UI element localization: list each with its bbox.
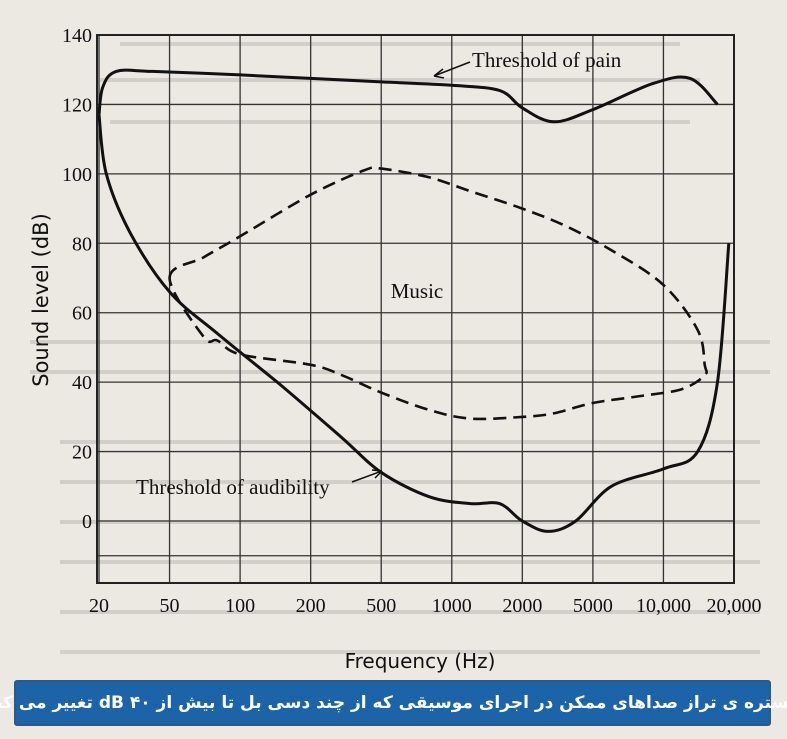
x-tick-label: 200 [296,595,326,617]
grid-lines [97,34,735,583]
scan-background [30,42,770,654]
y-tick-label: 100 [62,164,92,186]
x-tick-label: 20,000 [707,595,762,617]
pain-annotation-arrow [433,61,471,79]
x-axis-label: Frequency (Hz) [345,649,496,673]
annotation-music: Music [391,279,444,303]
x-tick-label: 10,000 [636,595,691,617]
x-tick-label: 1000 [432,595,472,617]
y-tick-label: 80 [72,233,92,255]
y-tick-label: 140 [62,25,92,47]
y-tick-label: 0 [82,511,92,533]
threshold-of-pain-curve [97,68,719,124]
curves [97,68,731,533]
x-tick-label: 2000 [502,595,542,617]
sound-level-chart: 0 20 40 60 80 100 120 140 20 50 100 200 500 1000 2000… [29,25,762,673]
music-curve [168,166,708,421]
y-tick-labels: 0 20 40 60 80 100 120 140 [62,25,92,533]
audibility-annotation-arrow [351,469,383,483]
y-tick-label: 60 [72,303,92,325]
faint-background-text [30,42,770,654]
y-axis-label: Sound level (dB) [29,213,53,387]
y-tick-label: 120 [62,94,92,116]
y-tick-label: 40 [72,372,92,394]
annotation-threshold-of-audibility: Threshold of audibility [136,475,330,499]
plot-frame [96,34,735,584]
caption-text: گستره ی تراز صداهای ممکن در اجرای موسیقی… [0,693,787,713]
y-tick-label: 20 [72,442,92,464]
x-tick-label: 500 [366,595,396,617]
caption-banner: گستره ی تراز صداهای ممکن در اجرای موسیقی… [0,680,787,726]
x-tick-label: 5000 [573,595,613,617]
threshold-of-audibility-curve [97,114,731,533]
x-tick-label: 20 [89,595,109,617]
x-tick-label: 50 [160,595,180,617]
annotation-threshold-of-pain: Threshold of pain [472,48,622,72]
x-tick-label: 100 [225,595,255,617]
x-tick-labels: 20 50 100 200 500 1000 2000 5000 10,000 20,000 [89,595,762,617]
